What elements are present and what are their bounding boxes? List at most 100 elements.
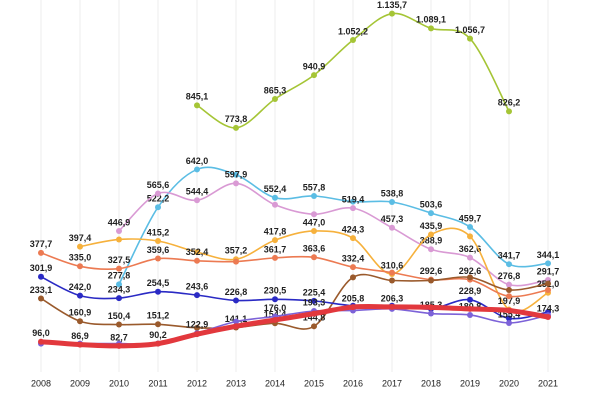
data-label: 503,6 <box>420 199 443 209</box>
data-label: 230,5 <box>264 286 287 296</box>
data-label: 361,7 <box>264 244 287 254</box>
data-label: 377,7 <box>30 239 53 249</box>
data-point <box>233 318 239 325</box>
data-label: 96,0 <box>32 328 50 338</box>
data-label: 150,4 <box>108 311 131 321</box>
series-line <box>40 276 549 320</box>
data-label: 424,3 <box>342 225 365 235</box>
data-label: 597,9 <box>225 170 248 180</box>
series-line <box>40 273 549 330</box>
data-point <box>311 72 317 79</box>
data-point <box>194 166 200 173</box>
data-label: 144,8 <box>303 313 326 323</box>
data-point <box>77 292 83 299</box>
data-point <box>467 296 473 303</box>
data-point <box>506 286 512 293</box>
data-point <box>194 197 200 204</box>
data-label: 310,6 <box>381 260 404 270</box>
data-label: 522,2 <box>147 194 170 204</box>
data-label: 228,9 <box>459 286 482 296</box>
data-point <box>506 319 512 326</box>
data-point <box>155 190 161 197</box>
x-tick-label: 2012 <box>187 378 207 388</box>
data-point <box>467 311 473 318</box>
data-label: 332,4 <box>342 253 365 263</box>
x-tick-label: 2009 <box>70 378 90 388</box>
x-tick-label: 2013 <box>226 378 246 388</box>
data-point <box>272 201 278 208</box>
data-label: 642,0 <box>186 156 209 166</box>
data-label: 397,4 <box>69 233 92 243</box>
data-label: 357,2 <box>225 246 248 256</box>
data-point <box>38 249 44 256</box>
data-label: 826,2 <box>498 98 521 108</box>
data-label: 363,6 <box>303 244 326 254</box>
data-point <box>38 295 44 302</box>
data-point <box>233 124 239 131</box>
data-point <box>350 264 356 271</box>
data-label: 557,8 <box>303 182 326 192</box>
data-point <box>350 274 356 281</box>
data-point <box>155 255 161 262</box>
data-point <box>467 254 473 261</box>
data-point <box>311 297 317 304</box>
data-label: 773,8 <box>225 114 248 124</box>
series-line <box>118 182 549 287</box>
data-point <box>116 321 122 328</box>
x-tick-label: 2017 <box>382 378 402 388</box>
data-point <box>428 310 434 317</box>
data-point <box>428 277 434 284</box>
data-point <box>77 318 83 325</box>
data-point <box>506 315 512 322</box>
data-label: 205,8 <box>342 293 365 303</box>
data-label: 301,9 <box>30 263 53 273</box>
data-point <box>116 342 122 349</box>
data-point <box>311 211 317 218</box>
data-point <box>77 243 83 250</box>
series-line <box>40 252 549 298</box>
x-tick-label: 2019 <box>460 378 480 388</box>
data-point <box>467 274 473 281</box>
data-point <box>311 254 317 261</box>
data-point <box>194 324 200 331</box>
data-label: 327,5 <box>108 255 131 265</box>
data-point <box>545 280 551 287</box>
data-point <box>545 260 551 267</box>
data-label: 233,1 <box>30 285 53 295</box>
data-point <box>116 281 122 288</box>
data-point <box>467 223 473 230</box>
data-point <box>389 277 395 284</box>
data-point <box>506 293 512 300</box>
data-label: 519,4 <box>342 194 365 204</box>
data-label: 254,5 <box>147 278 170 288</box>
data-point <box>233 171 239 178</box>
data-point <box>38 273 44 280</box>
x-tick-label: 2011 <box>148 378 167 388</box>
data-point <box>350 205 356 212</box>
data-point <box>389 269 395 276</box>
data-label: 176,0 <box>264 303 287 313</box>
data-point <box>272 296 278 303</box>
data-point <box>155 288 161 295</box>
data-point <box>233 297 239 304</box>
data-label: 1.135,7 <box>377 0 407 10</box>
data-point <box>116 265 122 272</box>
data-point <box>389 224 395 231</box>
data-point <box>194 331 200 338</box>
data-point <box>272 237 278 244</box>
data-point <box>116 295 122 302</box>
data-point <box>467 305 473 312</box>
data-label: 446,9 <box>108 217 131 227</box>
data-point <box>350 304 356 311</box>
data-label: 122,9 <box>186 320 209 330</box>
data-label: 243,6 <box>186 282 209 292</box>
data-point <box>155 321 161 328</box>
data-point <box>389 10 395 17</box>
data-label: 352,4 <box>186 247 209 257</box>
data-label: 1.052,2 <box>338 26 368 36</box>
data-point <box>272 194 278 201</box>
data-point <box>155 204 161 211</box>
data-label: 447,0 <box>303 217 326 227</box>
data-label: 242,0 <box>69 282 92 292</box>
data-label: 197,9 <box>498 296 521 306</box>
